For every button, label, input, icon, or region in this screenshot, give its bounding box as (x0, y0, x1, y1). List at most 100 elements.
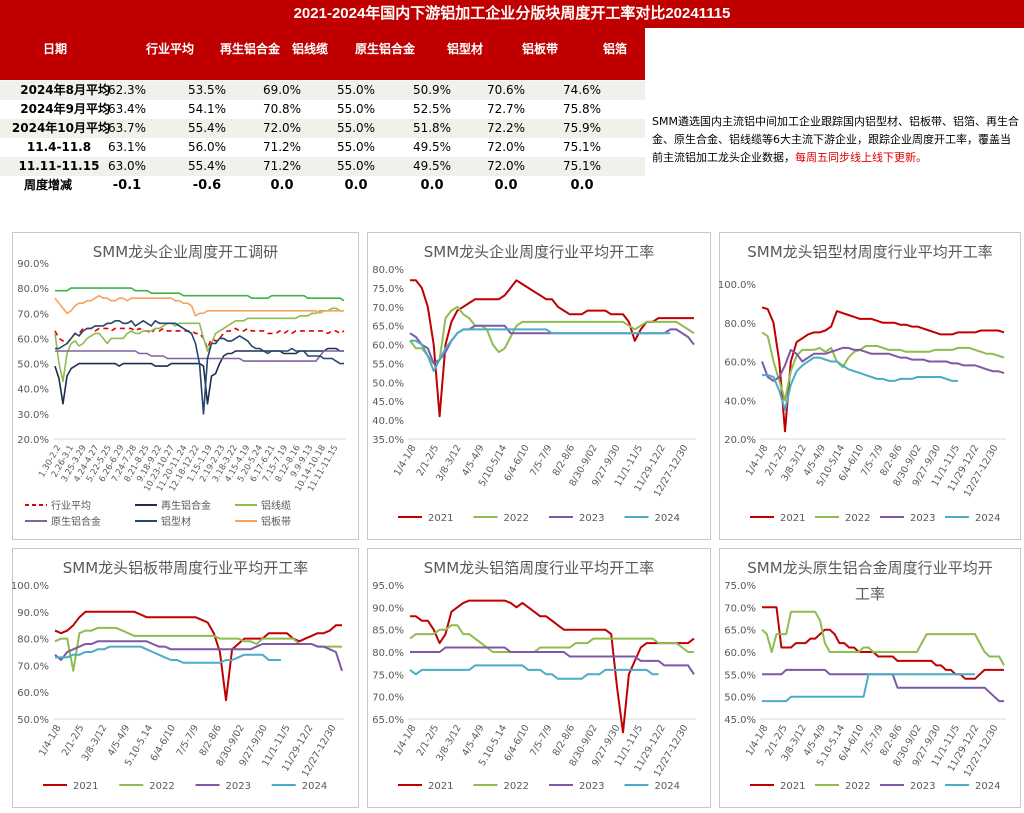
note-text: SMM遴选国内主流铝中间加工企业跟踪国内铝型材、铝板带、铝箔、再生合金、原生合金… (652, 115, 1019, 164)
table-cell: 63.7% (107, 121, 147, 135)
header-cell: 铝线缆 (291, 42, 328, 56)
y-tick-label: 65.0% (724, 626, 756, 637)
table-cell: 52.5% (412, 102, 452, 116)
series-line-2021 (410, 279, 694, 418)
y-tick-label: 80.0% (17, 635, 49, 646)
legend-label: 2023 (226, 781, 251, 792)
table-cell: -0.6 (192, 178, 222, 193)
note-highlight: 每周五同步线上线下更新。 (795, 151, 927, 164)
y-tick-label: 80.0% (372, 265, 404, 276)
chart-title: SMM龙头企业周度开工调研 (92, 243, 279, 261)
series-line-2024 (55, 645, 281, 664)
legend-label: 2023 (910, 781, 935, 792)
y-tick-label: 50.0% (17, 360, 49, 371)
table-cell: 55.0% (336, 121, 376, 135)
y-tick-label: 100.0% (11, 581, 49, 592)
y-tick-label: 55.0% (372, 359, 404, 370)
y-tick-label: 55.0% (724, 670, 756, 681)
y-tick-label: 65.0% (372, 322, 404, 333)
chart-industry-average: SMM龙头企业周度行业平均开工率 35.0% 40.0% 45.0% 50.0% 55.0… (367, 232, 711, 540)
legend-label: 2023 (579, 513, 604, 524)
y-tick-label: 70.0% (372, 303, 404, 314)
table-cell: 75.1% (562, 159, 602, 173)
table-cell: 69.0% (262, 83, 302, 97)
series-line-铝型材 (55, 320, 344, 415)
series-line-行业平均 (54, 327, 345, 350)
legend-label: 2022 (845, 781, 870, 792)
table-cell: 0.0 (420, 178, 444, 193)
table-cell: 72.0% (486, 159, 526, 173)
table-cell: 51.8% (412, 121, 452, 135)
table-cell: 55.4% (187, 159, 227, 173)
y-tick-label: 70.0% (372, 693, 404, 704)
y-tick-label: 40.0% (724, 396, 756, 407)
report-banner-title: 2021-2024年国内下游铝加工企业分版块周度开工率对比20241115 (0, 0, 1024, 28)
legend-label: 2024 (655, 513, 680, 524)
y-tick-label: 70.0% (17, 661, 49, 672)
y-tick-label: 45.0% (372, 397, 404, 408)
table-row: 周度增减 -0.1 -0.6 0.0 0.0 0.0 0.0 0.0 (0, 176, 645, 195)
table-cell: 72.2% (486, 121, 526, 135)
legend-label: 2024 (975, 781, 1000, 792)
series-line-再生铝合金 (54, 347, 344, 405)
chart-svg: 45.0%50.0%55.0%60.0%65.0%70.0%75.0%1/4-1… (724, 581, 1006, 792)
series-line-2021 (761, 306, 1005, 433)
series-line-2021 (410, 599, 695, 734)
y-tick-label: 60.0% (17, 688, 49, 699)
table-cell: 0.0 (270, 178, 294, 193)
y-tick-label: 70.0% (724, 603, 756, 614)
series-line-2024 (409, 664, 659, 680)
legend-label: 2024 (655, 781, 680, 792)
y-tick-label: 30.0% (17, 410, 49, 421)
chart-svg: 20.0%40.0%60.0%80.0%100.0%1/4-1/82/1-2/5… (718, 280, 1006, 524)
table-cell: 55.4% (187, 121, 227, 135)
series-line-2024 (410, 328, 671, 372)
chart-svg: 35.0% 40.0% 45.0% 50.0% 55.0% 60.0% 65.0% 70.0%… (372, 265, 696, 524)
series-line-2023 (410, 646, 695, 675)
legend-label: 2021 (780, 781, 805, 792)
table-row: 2024年9月平均 63.4% 54.1% 70.8% 55.0% 52.5% 72.7% 7… (0, 100, 645, 119)
series-line-2023 (761, 346, 1005, 382)
legend-label: 2021 (428, 513, 453, 524)
table-cell: 72.0% (486, 140, 526, 154)
table-cell: 75.9% (562, 121, 602, 135)
series-line-2024 (762, 356, 958, 411)
legend-label: 行业平均 (51, 499, 91, 512)
row-label: 2024年10月平均 (11, 121, 110, 135)
table-header-bar (0, 28, 645, 80)
table-row: 11.11-11.15 63.0% 55.4% 71.2% 55.0% 49.5% 72.0… (0, 157, 645, 176)
legend-label: 2022 (504, 781, 529, 792)
table-cell: 71.2% (262, 159, 302, 173)
table-cell: 75.8% (562, 102, 602, 116)
header-cell: 行业平均 (145, 42, 194, 56)
header-cell: 铝型材 (446, 42, 483, 56)
table-row: 11.4-11.8 63.1% 56.0% 71.2% 55.0% 49.5% 72.0% 7… (0, 138, 645, 157)
chart-aluminum-profile: SMM龙头铝型材周度行业平均开工率 20.0% 40.0% 60.0% 80.0% 100… (718, 232, 1021, 540)
table-cell: 72.0% (262, 121, 302, 135)
series-line-2022 (409, 305, 695, 365)
table-cell: 49.5% (412, 140, 452, 154)
y-tick-label: 45.0% (724, 715, 756, 726)
table-cell: 74.6% (562, 83, 602, 97)
table-cell: 55.0% (336, 159, 376, 173)
chart-title: SMM龙头铝型材周度行业平均开工率 (747, 243, 993, 261)
table-cell: 63.0% (107, 159, 147, 173)
table-cell: 63.4% (107, 102, 147, 116)
y-tick-label: 100.0% (718, 280, 756, 291)
row-label: 周度增减 (23, 178, 72, 192)
table-cell: 70.6% (486, 83, 526, 97)
table-cell: 55.0% (336, 102, 376, 116)
row-label: 11.11-11.15 (18, 159, 100, 173)
table-cell: 56.0% (187, 140, 227, 154)
y-tick-label: 75.0% (372, 670, 404, 681)
y-tick-label: 80.0% (17, 284, 49, 295)
y-tick-label: 50.0% (372, 378, 404, 389)
y-tick-label: 90.0% (17, 259, 49, 270)
y-tick-label: 80.0% (724, 319, 756, 330)
legend-label: 2022 (504, 513, 529, 524)
y-tick-label: 40.0% (372, 416, 404, 427)
row-label: 11.4-11.8 (26, 140, 92, 154)
y-tick-label: 50.0% (724, 693, 756, 704)
table-row: 2024年10月平均 63.7% 55.4% 72.0% 55.0% 51.8% 72.2%… (0, 119, 645, 138)
table-cell: 75.1% (562, 140, 602, 154)
